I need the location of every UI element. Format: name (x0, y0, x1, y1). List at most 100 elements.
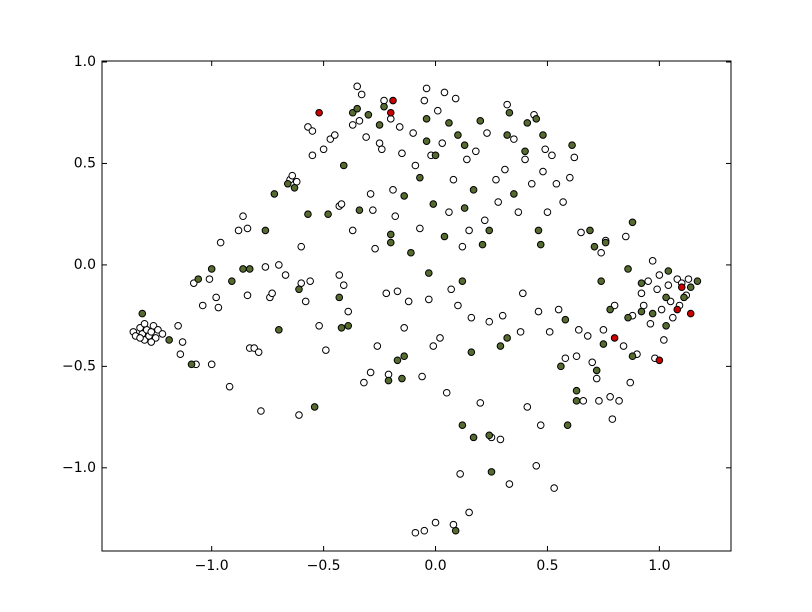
scatter-point (534, 307, 543, 316)
scatter-point (216, 238, 225, 247)
scatter-point (467, 348, 476, 356)
scatter-point (496, 435, 505, 444)
scatter-point (324, 210, 332, 218)
scatter-point (541, 145, 550, 154)
scatter-point (478, 240, 487, 249)
scatter-point (158, 330, 167, 338)
scatter-point (355, 117, 364, 125)
scatter-point (624, 313, 632, 322)
scatter-point (615, 397, 623, 405)
scatter-point (337, 324, 346, 332)
y-tick-label: −1.0 (62, 460, 96, 476)
scatter-point (599, 340, 608, 348)
scatter-point (592, 366, 601, 375)
y-tick-label: 0.5 (74, 155, 96, 171)
scatter-point (429, 200, 438, 208)
scatter-point (463, 155, 471, 164)
scatter-point (680, 293, 688, 302)
scatter-point (315, 108, 323, 117)
scatter-point (339, 161, 348, 170)
scatter-point (389, 186, 397, 194)
x-tick-label: 1.0 (648, 558, 670, 574)
scatter-point (445, 119, 453, 127)
scatter-point (485, 431, 494, 440)
scatter-point (496, 342, 505, 350)
scatter-point (503, 334, 511, 342)
axes-frame (101, 60, 732, 552)
scatter-point (275, 261, 283, 269)
scatter-point (456, 470, 464, 478)
scatter-point (348, 226, 357, 235)
scatter-point (637, 279, 646, 287)
scatter-point (597, 277, 605, 285)
scatter-point (572, 397, 581, 405)
scatter-point (449, 175, 458, 184)
scatter-point (510, 190, 518, 198)
scatter-point (355, 206, 364, 214)
scatter-point (563, 421, 572, 430)
y-tick-label: −0.5 (62, 358, 96, 374)
scatter-point (283, 179, 292, 188)
scatter-point (239, 265, 247, 273)
scatter-point (335, 271, 344, 279)
scatter-point (243, 291, 252, 300)
scatter-point (319, 145, 328, 154)
scatter-point (637, 289, 646, 298)
scatter-point (483, 129, 491, 137)
scatter-point (176, 350, 185, 358)
scatter-point (310, 403, 319, 411)
scatter-point (420, 96, 429, 105)
scatter-point (465, 508, 473, 517)
scatter-point (648, 257, 657, 265)
scatter-point (295, 285, 303, 294)
scatter-point (572, 352, 581, 361)
scatter-point (465, 226, 473, 235)
scatter-point (447, 285, 455, 294)
scatter-point (503, 100, 511, 109)
plot-area: −1.0 −0.5 0.0 0.5 1.0 −1.0 −0.5 0.0 0.5 1.0 (62, 54, 732, 574)
x-tick-label: 0.0 (424, 558, 446, 574)
scatter-point (431, 151, 440, 160)
scatter-point (187, 360, 196, 369)
scatter-point (693, 277, 702, 285)
scatter-point (315, 321, 323, 330)
scatter-point (431, 518, 440, 527)
scatter-point (214, 303, 223, 312)
x-tick-label: −1.0 (195, 558, 229, 574)
scatter-point (438, 139, 447, 147)
scatter-point (136, 334, 144, 342)
scatter-point (655, 271, 664, 279)
scatter-point (411, 528, 420, 537)
scatter-point (366, 368, 375, 377)
scatter-point (301, 297, 310, 306)
scatter-point (373, 342, 382, 350)
scatter-point (138, 309, 147, 318)
scatter-point (673, 305, 682, 314)
scatter-point (288, 171, 297, 180)
scatter-point (194, 275, 203, 283)
y-tick-label: 1.0 (74, 54, 96, 70)
scatter-point (140, 319, 149, 328)
scatter-point (550, 484, 558, 492)
scatter-point (389, 96, 397, 105)
scatter-point (586, 226, 594, 235)
scatter-point (178, 338, 187, 346)
scatter-point (330, 131, 339, 139)
scatter-point (686, 309, 695, 318)
scatter-point (422, 84, 431, 93)
scatter-point (610, 334, 619, 342)
scatter-point (557, 362, 565, 371)
scatter-point (621, 232, 630, 241)
scatter-point (228, 277, 236, 285)
scatter-point (460, 141, 469, 150)
scatter-point (378, 145, 386, 154)
scatter-point (516, 328, 525, 336)
scatter-point (393, 287, 402, 296)
scatter-point (257, 407, 265, 415)
scatter-point (308, 151, 317, 160)
scatter-point (660, 336, 668, 344)
scatter-point (559, 198, 567, 206)
scatter-point (391, 212, 400, 221)
